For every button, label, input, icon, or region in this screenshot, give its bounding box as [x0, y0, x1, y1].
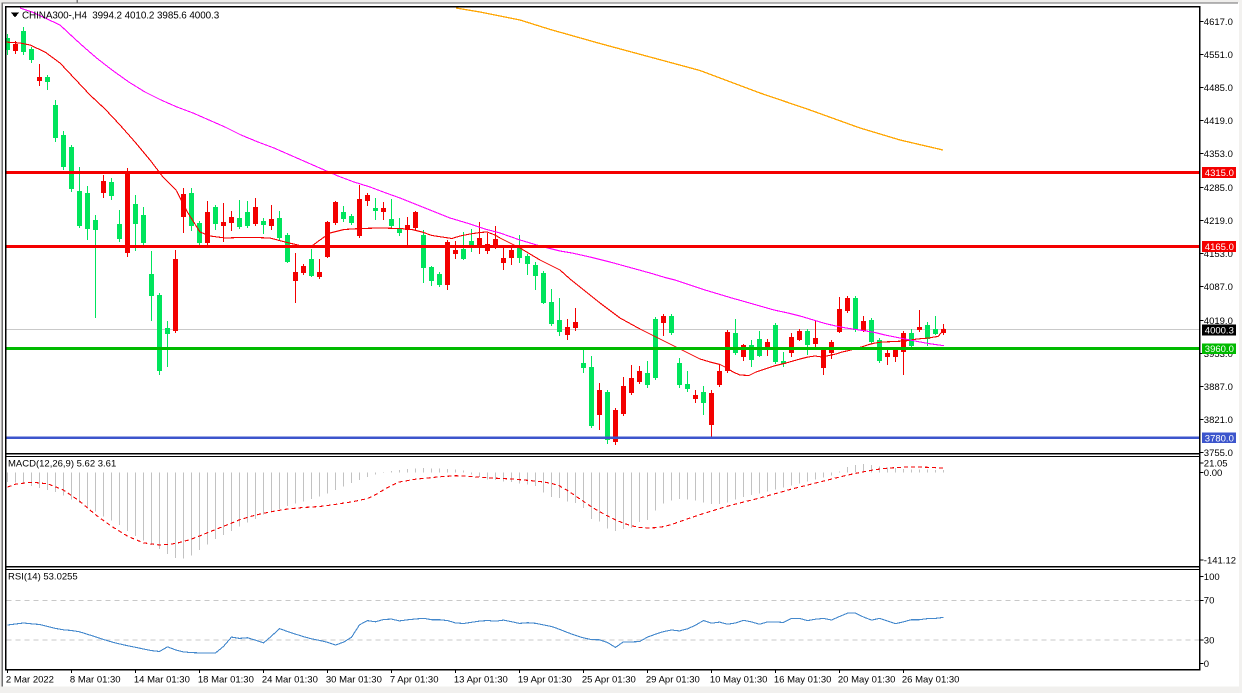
svg-text:2 Mar 2022: 2 Mar 2022: [6, 674, 54, 685]
svg-text:4551.0: 4551.0: [1204, 50, 1233, 61]
svg-text:21.05: 21.05: [1204, 458, 1228, 469]
svg-text:CHINA300-,H4 3994.2 4010.2 39: CHINA300-,H4 3994.2 4010.2 3985.6 4000.3: [22, 11, 220, 22]
svg-text:30 Mar 01:30: 30 Mar 01:30: [326, 674, 382, 685]
svg-text:3953.0: 3953.0: [1204, 349, 1233, 360]
svg-text:100: 100: [1204, 572, 1220, 583]
svg-text:4165.0: 4165.0: [1205, 242, 1234, 253]
svg-text:4019.0: 4019.0: [1204, 316, 1233, 327]
svg-text:RSI(14) 53.0255: RSI(14) 53.0255: [8, 572, 78, 583]
svg-text:3780.0: 3780.0: [1205, 433, 1234, 444]
svg-text:4219.0: 4219.0: [1204, 216, 1233, 227]
svg-text:3887.0: 3887.0: [1204, 382, 1233, 393]
svg-text:4087.0: 4087.0: [1204, 282, 1233, 293]
svg-text:4000.3: 4000.3: [1205, 326, 1234, 337]
svg-text:30: 30: [1204, 636, 1215, 647]
svg-text:4285.0: 4285.0: [1204, 183, 1233, 194]
svg-text:70: 70: [1204, 596, 1215, 607]
svg-text:18 Mar 01:30: 18 Mar 01:30: [198, 674, 254, 685]
svg-text:4617.0: 4617.0: [1204, 17, 1233, 28]
svg-text:29 Apr 01:30: 29 Apr 01:30: [646, 674, 700, 685]
svg-text:7 Apr 01:30: 7 Apr 01:30: [390, 674, 439, 685]
svg-text:3821.0: 3821.0: [1204, 415, 1233, 426]
svg-text:0: 0: [1204, 659, 1209, 670]
svg-text:4315.0: 4315.0: [1205, 168, 1234, 179]
svg-text:4419.0: 4419.0: [1204, 116, 1233, 127]
svg-text:0.00: 0.00: [1204, 468, 1223, 479]
svg-text:4353.0: 4353.0: [1204, 149, 1233, 160]
svg-text:25 Apr 01:30: 25 Apr 01:30: [582, 674, 636, 685]
svg-text:4153.0: 4153.0: [1204, 249, 1233, 260]
svg-text:4485.0: 4485.0: [1204, 83, 1233, 94]
svg-text:24 Mar 01:30: 24 Mar 01:30: [262, 674, 318, 685]
svg-text:10 May 01:30: 10 May 01:30: [710, 674, 768, 685]
svg-text:13 Apr 01:30: 13 Apr 01:30: [454, 674, 508, 685]
svg-text:3755.0: 3755.0: [1204, 448, 1233, 459]
svg-text:14 Mar 01:30: 14 Mar 01:30: [134, 674, 190, 685]
svg-text:MACD(12,26,9) 5.62 3.61: MACD(12,26,9) 5.62 3.61: [8, 459, 116, 470]
svg-text:20 May 01:30: 20 May 01:30: [838, 674, 896, 685]
svg-text:-141.12: -141.12: [1204, 555, 1236, 566]
svg-text:16 May 01:30: 16 May 01:30: [774, 674, 832, 685]
svg-text:8 Mar 01:30: 8 Mar 01:30: [70, 674, 121, 685]
svg-text:19 Apr 01:30: 19 Apr 01:30: [518, 674, 572, 685]
svg-text:26 May 01:30: 26 May 01:30: [902, 674, 960, 685]
svg-text:3960.0: 3960.0: [1205, 344, 1234, 355]
